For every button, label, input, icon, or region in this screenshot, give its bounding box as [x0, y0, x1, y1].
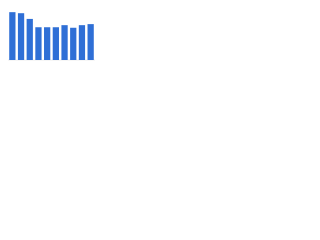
bar [52, 27, 59, 61]
bar [9, 12, 16, 60]
bar [87, 24, 94, 60]
bar [17, 13, 25, 60]
bar [78, 25, 86, 60]
chart [0, 0, 100, 71]
bar [61, 25, 68, 60]
bar [44, 27, 51, 61]
page: {"chart_data": {"type": "bar", "categori… [0, 0, 100, 71]
bar [70, 27, 77, 60]
bar [35, 27, 42, 61]
bar [26, 18, 33, 61]
